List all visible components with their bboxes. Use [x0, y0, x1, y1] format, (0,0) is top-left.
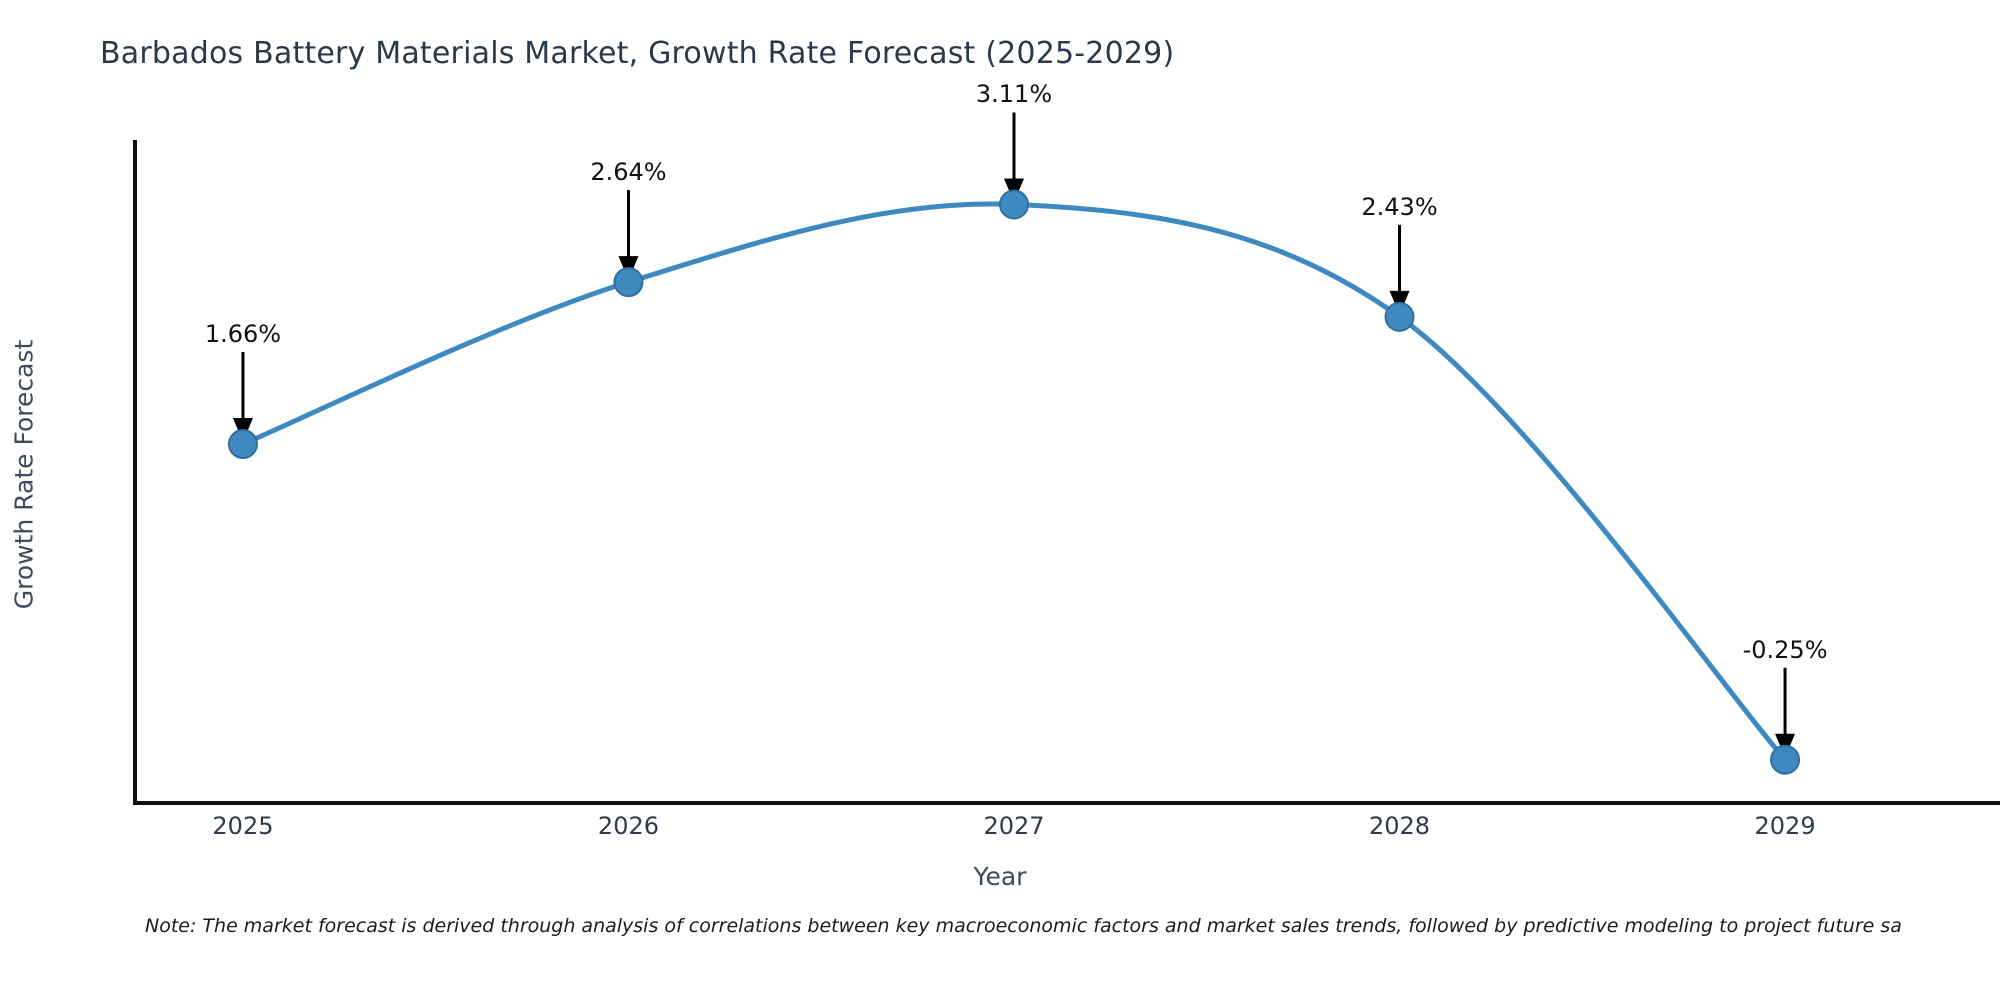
x-tick-label: 2028: [1368, 812, 1431, 840]
x-tick-label: 2027: [983, 812, 1045, 840]
x-tick-label: 2025: [212, 812, 274, 840]
data-point-label: 2.43%: [1361, 192, 1438, 221]
data-point-label: 2.64%: [590, 158, 667, 187]
chart-title: Barbados Battery Materials Market, Growt…: [100, 36, 1175, 71]
x-axis-spine: [133, 801, 2000, 805]
chart-note: Note: The market forecast is derived thr…: [145, 915, 1902, 937]
x-axis-title: Year: [973, 862, 1027, 891]
y-axis-spine: [133, 140, 137, 805]
x-tick-label: 2029: [1754, 812, 1816, 840]
data-point-label: 1.66%: [204, 320, 282, 349]
x-tick-label: 2026: [597, 812, 660, 840]
data-point-label: -0.25%: [1742, 635, 1828, 664]
data-point-label: 3.11%: [975, 80, 1053, 109]
